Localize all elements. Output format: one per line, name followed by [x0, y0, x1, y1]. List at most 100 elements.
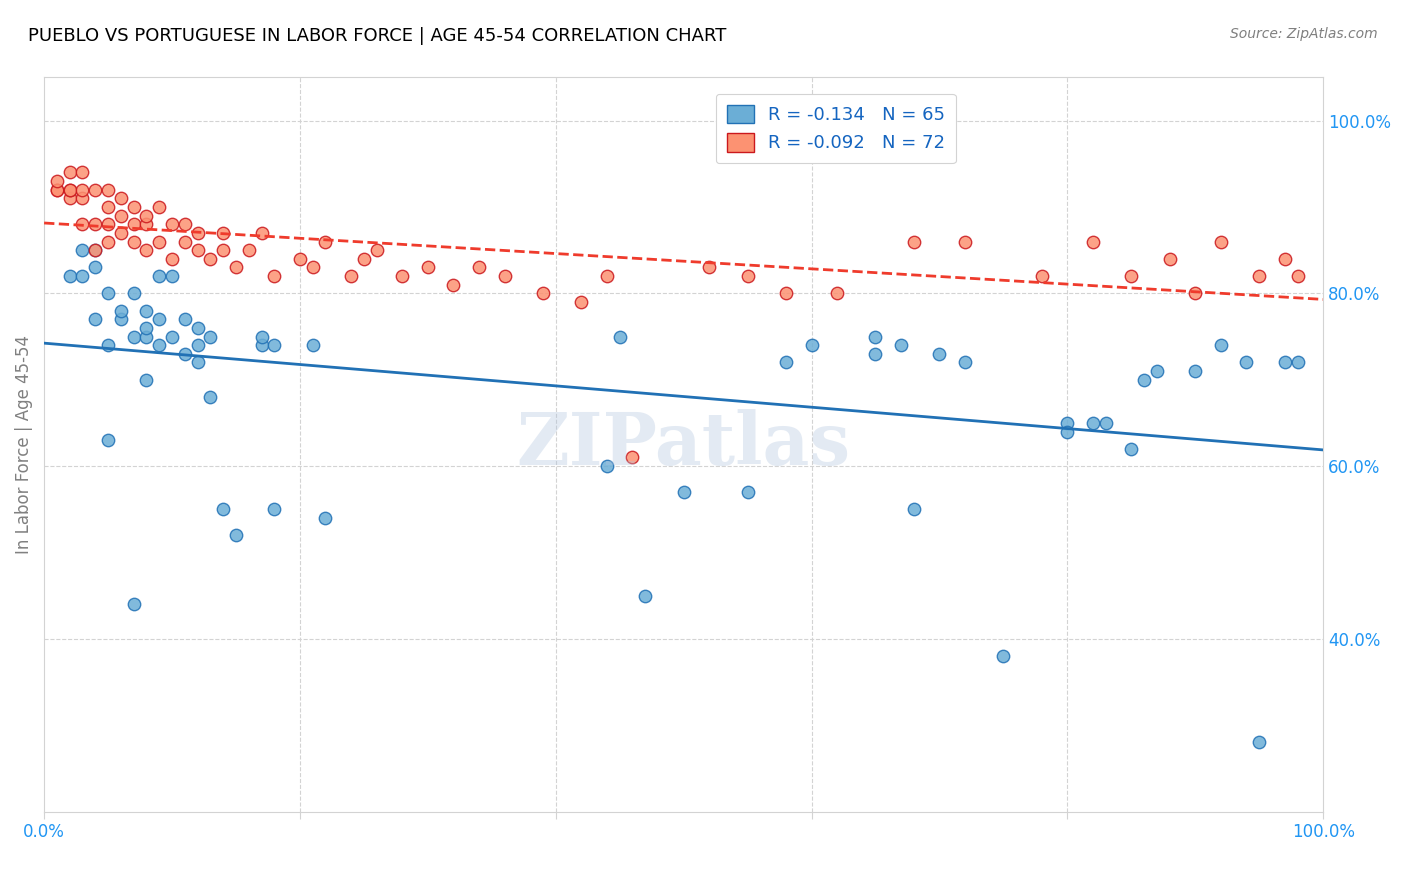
Pueblo: [97, 433, 120, 447]
Pueblo: [110, 303, 132, 318]
Pueblo: [672, 485, 695, 500]
Portuguese: [110, 209, 132, 223]
Pueblo: [903, 502, 925, 516]
Portuguese: [531, 286, 554, 301]
Portuguese: [72, 191, 94, 205]
Pueblo: [225, 528, 247, 542]
Pueblo: [122, 286, 145, 301]
Pueblo: [1056, 425, 1078, 439]
Portuguese: [340, 268, 363, 283]
Portuguese: [97, 200, 120, 214]
Portuguese: [97, 183, 120, 197]
Portuguese: [97, 235, 120, 249]
Pueblo: [775, 355, 797, 369]
Pueblo: [1209, 338, 1232, 352]
Portuguese: [737, 268, 759, 283]
Pueblo: [160, 329, 183, 343]
Pueblo: [250, 338, 273, 352]
Pueblo: [200, 329, 222, 343]
Text: Source: ZipAtlas.com: Source: ZipAtlas.com: [1230, 27, 1378, 41]
Pueblo: [173, 347, 195, 361]
Portuguese: [1031, 268, 1053, 283]
Portuguese: [903, 235, 925, 249]
Pueblo: [200, 390, 222, 404]
Portuguese: [72, 165, 94, 179]
Pueblo: [84, 260, 107, 275]
Pueblo: [1274, 355, 1296, 369]
Portuguese: [1249, 268, 1271, 283]
Pueblo: [1286, 355, 1309, 369]
Pueblo: [160, 268, 183, 283]
Pueblo: [59, 268, 82, 283]
Portuguese: [301, 260, 323, 275]
Y-axis label: In Labor Force | Age 45-54: In Labor Force | Age 45-54: [15, 335, 32, 554]
Portuguese: [697, 260, 720, 275]
Pueblo: [72, 243, 94, 257]
Portuguese: [238, 243, 260, 257]
Pueblo: [865, 329, 887, 343]
Portuguese: [416, 260, 439, 275]
Pueblo: [596, 458, 619, 473]
Portuguese: [122, 200, 145, 214]
Portuguese: [135, 217, 157, 231]
Pueblo: [84, 312, 107, 326]
Portuguese: [200, 252, 222, 266]
Pueblo: [1094, 416, 1116, 430]
Portuguese: [173, 235, 195, 249]
Portuguese: [353, 252, 375, 266]
Portuguese: [59, 165, 82, 179]
Portuguese: [391, 268, 413, 283]
Pueblo: [865, 347, 887, 361]
Pueblo: [187, 321, 209, 335]
Portuguese: [122, 235, 145, 249]
Pueblo: [1056, 416, 1078, 430]
Portuguese: [621, 450, 644, 465]
Portuguese: [45, 174, 67, 188]
Portuguese: [122, 217, 145, 231]
Pueblo: [263, 338, 285, 352]
Portuguese: [187, 243, 209, 257]
Pueblo: [634, 589, 657, 603]
Pueblo: [737, 485, 759, 500]
Pueblo: [97, 338, 120, 352]
Pueblo: [263, 502, 285, 516]
Portuguese: [84, 183, 107, 197]
Portuguese: [110, 191, 132, 205]
Portuguese: [135, 209, 157, 223]
Text: ZIPatlas: ZIPatlas: [516, 409, 851, 480]
Portuguese: [1274, 252, 1296, 266]
Portuguese: [45, 183, 67, 197]
Pueblo: [187, 355, 209, 369]
Portuguese: [468, 260, 491, 275]
Pueblo: [122, 597, 145, 611]
Portuguese: [160, 217, 183, 231]
Portuguese: [212, 243, 235, 257]
Pueblo: [1234, 355, 1257, 369]
Pueblo: [187, 338, 209, 352]
Pueblo: [135, 321, 157, 335]
Pueblo: [250, 329, 273, 343]
Portuguese: [72, 217, 94, 231]
Pueblo: [315, 511, 337, 525]
Portuguese: [263, 268, 285, 283]
Portuguese: [1081, 235, 1104, 249]
Portuguese: [173, 217, 195, 231]
Pueblo: [122, 329, 145, 343]
Pueblo: [148, 338, 170, 352]
Pueblo: [135, 303, 157, 318]
Portuguese: [45, 183, 67, 197]
Portuguese: [72, 183, 94, 197]
Pueblo: [1146, 364, 1168, 378]
Portuguese: [160, 252, 183, 266]
Pueblo: [148, 268, 170, 283]
Pueblo: [110, 312, 132, 326]
Pueblo: [1081, 416, 1104, 430]
Pueblo: [953, 355, 976, 369]
Pueblo: [1184, 364, 1206, 378]
Portuguese: [1184, 286, 1206, 301]
Portuguese: [97, 217, 120, 231]
Pueblo: [135, 373, 157, 387]
Pueblo: [1133, 373, 1156, 387]
Portuguese: [135, 243, 157, 257]
Portuguese: [1286, 268, 1309, 283]
